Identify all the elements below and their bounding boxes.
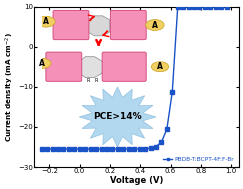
PBDB-T:BCPT-4F:F-Br <box>40 148 43 150</box>
PBDB-T:BCPT-4F:F-Br <box>220 5 223 8</box>
PBDB-T:BCPT-4F:F-Br <box>133 148 136 150</box>
PBDB-T:BCPT-4F:F-Br <box>68 148 70 150</box>
PBDB-T:BCPT-4F:F-Br <box>171 91 174 93</box>
PBDB-T:BCPT-4F:F-Br <box>78 148 81 150</box>
PBDB-T:BCPT-4F:F-Br <box>193 5 196 8</box>
X-axis label: Voltage (V): Voltage (V) <box>110 176 163 185</box>
PBDB-T:BCPT-4F:F-Br <box>105 148 108 150</box>
PBDB-T:BCPT-4F:F-Br <box>127 148 130 150</box>
PBDB-T:BCPT-4F:F-Br <box>116 148 119 150</box>
PBDB-T:BCPT-4F:F-Br <box>73 148 76 150</box>
PBDB-T:BCPT-4F:F-Br <box>46 148 49 150</box>
PBDB-T:BCPT-4F:F-Br <box>182 5 185 8</box>
PBDB-T:BCPT-4F:F-Br <box>203 5 206 8</box>
PBDB-T:BCPT-4F:F-Br <box>51 148 54 150</box>
PBDB-T:BCPT-4F:F-Br <box>187 5 190 8</box>
Legend: PBDB-T:BCPT-4F:F-Br: PBDB-T:BCPT-4F:F-Br <box>161 154 236 164</box>
PBDB-T:BCPT-4F:F-Br <box>84 148 87 150</box>
PBDB-T:BCPT-4F:F-Br <box>138 148 141 150</box>
PBDB-T:BCPT-4F:F-Br <box>100 148 103 150</box>
PBDB-T:BCPT-4F:F-Br <box>198 5 201 8</box>
PBDB-T:BCPT-4F:F-Br <box>89 148 92 150</box>
PBDB-T:BCPT-4F:F-Br <box>122 148 125 150</box>
PBDB-T:BCPT-4F:F-Br <box>214 5 217 8</box>
PBDB-T:BCPT-4F:F-Br <box>209 5 212 8</box>
PBDB-T:BCPT-4F:F-Br <box>176 5 179 8</box>
Line: PBDB-T:BCPT-4F:F-Br: PBDB-T:BCPT-4F:F-Br <box>40 5 228 151</box>
PBDB-T:BCPT-4F:F-Br <box>149 147 152 149</box>
PBDB-T:BCPT-4F:F-Br <box>225 5 228 8</box>
Text: PCE>14%: PCE>14% <box>93 112 142 122</box>
PBDB-T:BCPT-4F:F-Br <box>57 148 60 150</box>
PBDB-T:BCPT-4F:F-Br <box>160 141 163 143</box>
Y-axis label: Current density (mA cm$^{-2}$): Current density (mA cm$^{-2}$) <box>4 32 17 142</box>
PBDB-T:BCPT-4F:F-Br <box>111 148 114 150</box>
PBDB-T:BCPT-4F:F-Br <box>144 148 147 150</box>
Polygon shape <box>79 87 156 147</box>
PBDB-T:BCPT-4F:F-Br <box>95 148 98 150</box>
PBDB-T:BCPT-4F:F-Br <box>155 146 157 148</box>
PBDB-T:BCPT-4F:F-Br <box>165 128 168 130</box>
PBDB-T:BCPT-4F:F-Br <box>62 148 65 150</box>
